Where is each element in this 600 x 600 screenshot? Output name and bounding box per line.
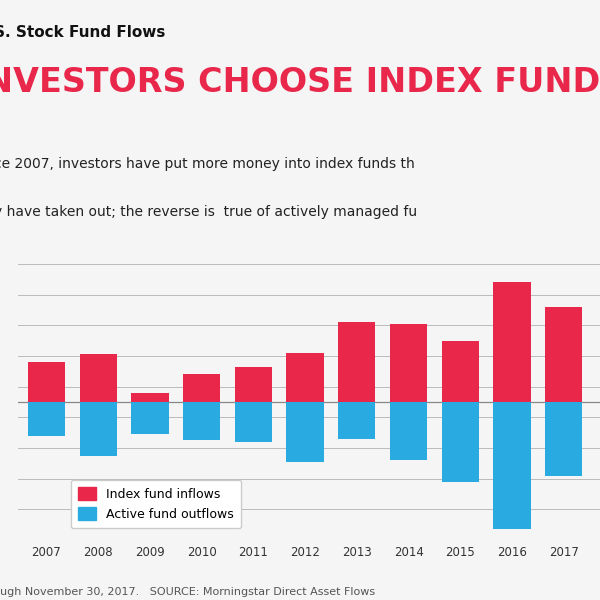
Bar [286,402,324,462]
Bar [80,355,117,402]
Text: NVESTORS CHOOSE INDEX FUND: NVESTORS CHOOSE INDEX FUND [0,66,600,99]
Bar [28,402,65,436]
Bar [80,402,117,455]
Bar [235,402,272,442]
Bar [390,402,427,460]
Bar [286,353,324,402]
Bar [131,402,169,434]
Bar [545,307,583,402]
Bar [390,324,427,402]
Bar [493,283,530,402]
Text: S. Stock Fund Flows: S. Stock Fund Flows [0,25,166,40]
Bar [183,402,220,440]
Bar [442,402,479,482]
Legend: Index fund inflows, Active fund outflows: Index fund inflows, Active fund outflows [71,480,241,528]
Text: ugh November 30, 2017.   SOURCE: Morningstar Direct Asset Flows: ugh November 30, 2017. SOURCE: Morningst… [0,587,375,597]
Bar [338,402,376,439]
Bar [493,402,530,529]
Text: y have taken out; the reverse is  true of actively managed fu: y have taken out; the reverse is true of… [0,205,417,219]
Bar [28,362,65,402]
Bar [183,374,220,402]
Text: ce 2007, investors have put more money into index funds th: ce 2007, investors have put more money i… [0,157,415,171]
Bar [338,322,376,402]
Bar [235,367,272,402]
Bar [442,341,479,402]
Bar [131,393,169,402]
Bar [545,402,583,476]
